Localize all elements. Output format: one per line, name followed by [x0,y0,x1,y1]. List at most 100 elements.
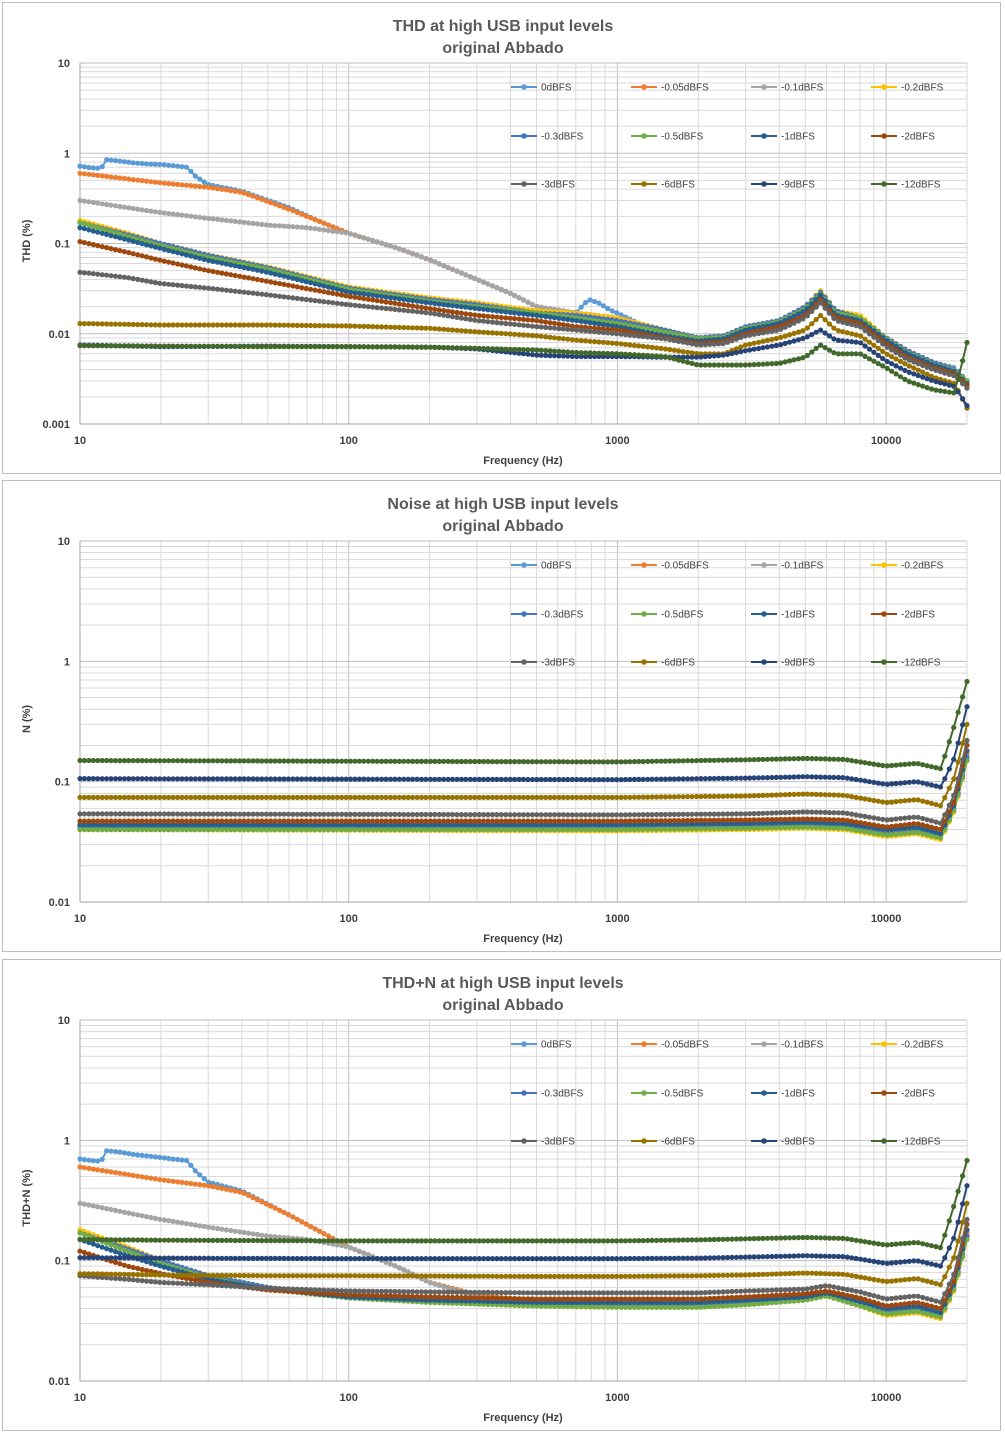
data-point [268,811,274,817]
data-point [427,827,433,833]
data-point [370,304,376,310]
data-point [352,344,358,350]
data-point [206,811,212,817]
data-point [254,322,260,328]
legend-item: 0dBFS [511,83,572,94]
data-point [489,759,496,765]
data-point [86,222,92,228]
data-point [201,827,207,833]
data-point [494,812,500,818]
data-point [658,328,664,334]
data-point [760,810,766,816]
data-point [228,272,234,278]
data-point [449,776,456,782]
data-point [414,758,420,764]
data-point [813,296,819,302]
data-point [671,818,677,824]
data-point [747,326,753,332]
data-point [578,818,584,824]
data-point [410,827,416,833]
data-point [662,826,669,832]
data-point [86,227,92,233]
data-point [108,811,114,817]
data-point [463,272,469,278]
data-point [596,300,602,306]
data-point [707,362,713,368]
data-point [720,341,726,347]
data-point [290,224,296,230]
data-point [312,226,318,232]
data-point [658,353,664,359]
data-point [334,818,340,824]
data-point [676,348,682,354]
data-point [574,812,580,818]
data-point [924,832,930,838]
data-point [622,812,629,818]
data-point [485,330,491,336]
data-point [401,818,407,824]
data-point [81,171,87,177]
legend-label: -9dBFS [781,180,815,191]
data-point [512,818,518,824]
data-point [104,245,110,251]
data-point [104,827,110,833]
data-point [889,781,895,787]
data-point [791,791,797,797]
data-point [206,758,212,764]
data-point [769,343,775,349]
data-point [108,273,114,279]
data-point [312,818,318,824]
data-point [334,286,340,292]
data-point [175,343,181,349]
data-point [245,192,252,198]
data-point [343,323,349,329]
data-point [569,794,575,800]
data-point [361,235,367,241]
data-point [192,343,198,349]
data-point [321,827,327,833]
data-point [77,776,83,782]
data-point [188,283,194,290]
data-point [268,200,274,206]
data-point [627,776,633,783]
data-point [179,182,185,188]
data-point [534,324,540,330]
data-point [614,818,620,824]
data-point [778,326,784,332]
data-point [383,758,389,764]
data-point [121,794,127,800]
data-point [77,757,83,764]
data-point [259,277,265,283]
data-point [729,793,735,799]
data-point [698,776,704,782]
data-point [822,816,828,823]
data-point [90,228,96,234]
data-point [773,825,779,831]
data-point [614,351,620,357]
data-point [99,827,105,833]
data-point [427,776,433,782]
data-point [414,252,420,258]
data-point [871,822,877,828]
data-point [964,704,970,710]
data-point [387,758,394,764]
legend-item: -0.1dBFS [751,83,824,94]
data-point [250,193,256,199]
data-point [525,299,531,305]
data-point [764,817,771,823]
data-point [414,309,420,315]
data-point [277,223,283,229]
data-point [676,794,682,800]
data-point [210,322,216,328]
data-point [716,353,722,359]
data-point [277,293,283,299]
data-point [325,811,331,817]
data-point [294,818,300,824]
data-point [99,230,105,236]
data-point [809,809,815,815]
data-point [636,343,642,349]
data-point [853,776,859,783]
data-point [875,798,881,804]
data-point [707,775,713,782]
data-point [729,775,735,781]
